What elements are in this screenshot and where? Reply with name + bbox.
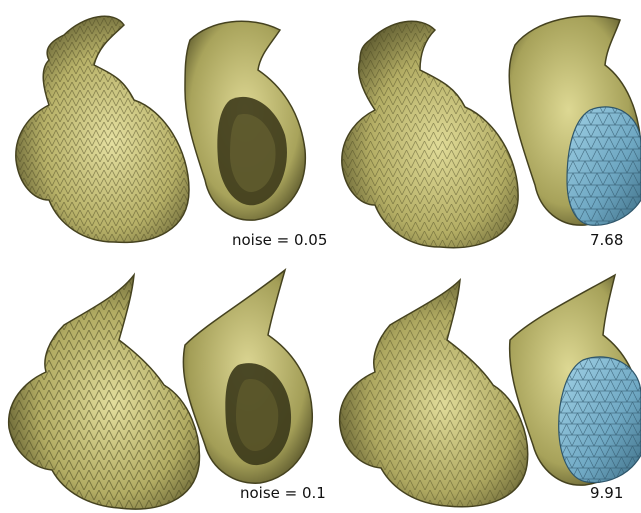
- value-label-top: 7.68: [590, 231, 624, 249]
- bunny-reconstructed-front-top: [330, 15, 530, 255]
- bunny-reconstructed-cutaway-bottom: [495, 270, 641, 490]
- bunny-reconstructed-front-bottom: [335, 270, 535, 513]
- bunny-mesh-figure: [184, 20, 307, 221]
- noise-label-top: noise = 0.05: [232, 231, 328, 249]
- bunny-mesh-figure: [338, 277, 529, 508]
- bunny-mesh-figure: [182, 268, 314, 484]
- bunny-reconstructed-cutaway-top: [495, 5, 641, 230]
- value-label-bottom: 9.91: [590, 484, 624, 502]
- bunny-noisy-front-bottom: [4, 270, 204, 513]
- bunny-mesh-figure: [508, 273, 641, 486]
- bunny-noisy-cutaway-bottom: [160, 265, 320, 490]
- bunny-mesh-figure: [341, 20, 519, 249]
- bunny-mesh-figure: [8, 272, 201, 510]
- bunny-mesh-figure: [508, 15, 641, 226]
- bunny-noisy-cutaway-top: [160, 10, 320, 230]
- bunny-noisy-front-top: [4, 10, 199, 250]
- noise-label-bottom: noise = 0.1: [240, 484, 326, 502]
- bunny-mesh-figure: [15, 15, 190, 244]
